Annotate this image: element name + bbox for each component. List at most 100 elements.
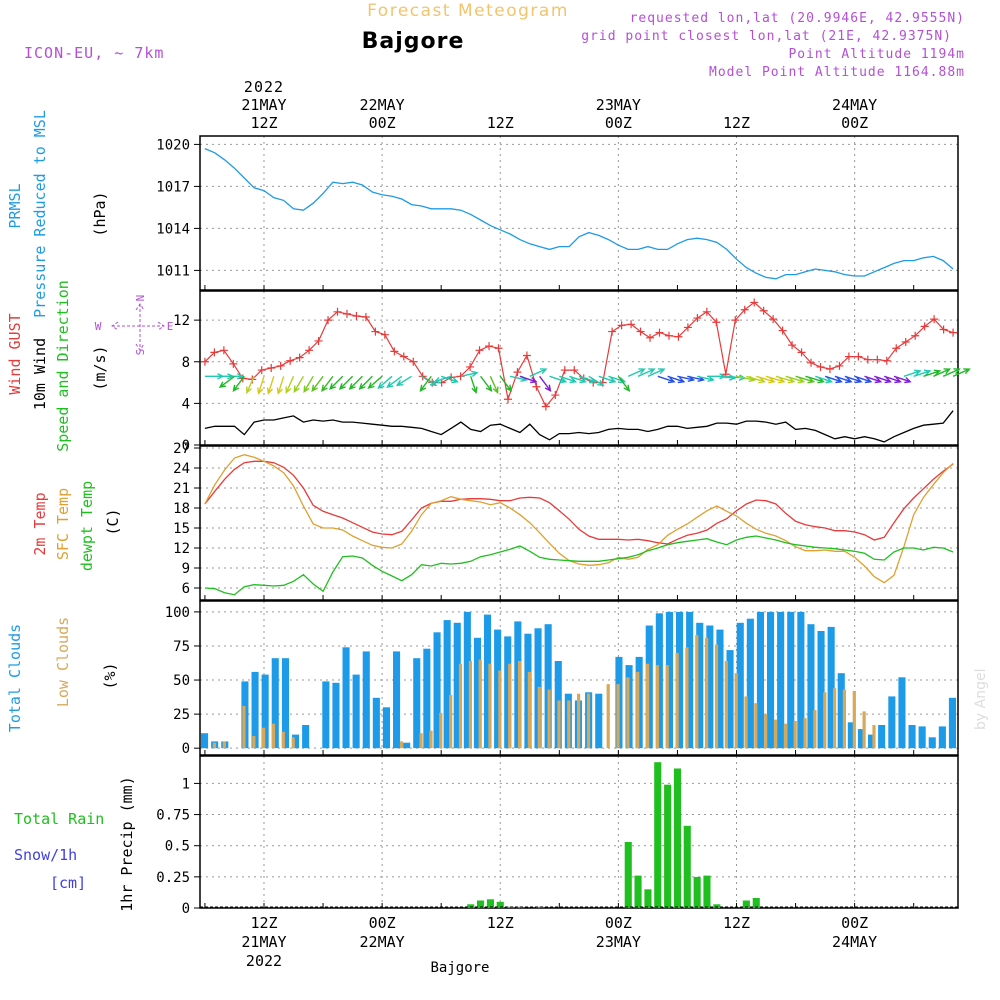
total-cloud-bar [726, 650, 734, 749]
wind-direction-arrow [549, 375, 568, 384]
clouds-label-low: Low Clouds [54, 617, 72, 707]
wind-gust-marker [210, 348, 219, 357]
low-cloud-bar [714, 644, 719, 749]
total-cloud-bar [271, 658, 279, 749]
wind-direction-arrow [913, 369, 932, 377]
wind-direction-arrow [942, 368, 961, 377]
wind-direction-arrow [746, 375, 766, 384]
low-cloud-bar [586, 693, 591, 749]
wind-direction-arrow [834, 375, 853, 384]
rain-bar [673, 768, 681, 908]
top-axis-hour-label: 00Z [369, 114, 396, 132]
total-cloud-bar [201, 733, 209, 749]
wind-gust-marker [911, 331, 920, 340]
wind-direction-arrow [367, 375, 383, 390]
rain-bar [703, 875, 711, 908]
compass-east: E [167, 320, 174, 333]
precip-unit-label: 1hr Precip (mm) [118, 776, 136, 911]
total-cloud-bar [261, 674, 269, 749]
wind-direction-arrow [933, 368, 952, 377]
low-cloud-bar [449, 695, 453, 749]
total-cloud-bar [362, 651, 370, 749]
wind-gust-marker [646, 333, 655, 342]
wind-speed-line [204, 410, 954, 443]
wind-gust-marker [683, 323, 692, 332]
wind-direction-arrow [321, 375, 334, 392]
compass-south: S [134, 349, 147, 356]
low-cloud-bar [242, 705, 246, 749]
rain-bar [496, 901, 504, 908]
wind-direction-arrow [348, 375, 363, 391]
total-cloud-bar [837, 673, 845, 749]
clouds-label-total: Total Clouds [6, 624, 24, 732]
wind-gust-marker [475, 346, 484, 355]
wind-direction-arrow [696, 375, 715, 382]
wind-direction-arrow [529, 368, 548, 377]
compass-cross [111, 303, 165, 351]
total-cloud-bar [342, 647, 350, 749]
rain-bar [752, 898, 760, 908]
low-cloud-bar [488, 663, 492, 749]
low-cloud-bar [222, 741, 226, 749]
wind-gust-marker [371, 327, 380, 336]
wind-direction-arrow [775, 375, 796, 384]
wind-direction-arrow [716, 374, 737, 381]
wind-gust-marker [333, 307, 342, 316]
wind-gust-marker [257, 366, 266, 375]
total-cloud-bar [676, 611, 684, 749]
panel-frame [199, 290, 959, 446]
total-cloud-bar [938, 726, 946, 749]
total-cloud-bar [888, 696, 896, 749]
wind-direction-arrow [559, 375, 578, 384]
requested-coords: requested lon,lat (20.9946E, 42.9555N) [630, 11, 965, 26]
credit-watermark: by Angel [973, 669, 989, 730]
top-axis-hour-label: 00Z [605, 114, 632, 132]
wind-gust-marker [873, 355, 882, 364]
low-cloud-bar [783, 723, 787, 749]
location-title: Bajgore [362, 29, 465, 54]
panel-frame [199, 600, 959, 756]
low-cloud-bar [724, 661, 728, 749]
wind-10m-label: 10m Wind [31, 338, 49, 410]
temp-label-2m: 2m Temp [31, 492, 49, 555]
y-tick-label: 15 [173, 521, 190, 537]
y-tick-label: 1 [182, 776, 190, 792]
total-cloud-bar [352, 674, 360, 749]
total-cloud-bar [665, 611, 673, 749]
wind-gust-marker [949, 328, 958, 337]
total-cloud-bar [595, 693, 603, 749]
bottom-axis-date-label: 23MAY [596, 933, 641, 951]
wind-direction-arrow [874, 375, 893, 384]
precip-label-cm: [cm] [50, 874, 86, 892]
wind-gust-marker [731, 316, 740, 325]
wind-gust-marker [693, 314, 702, 323]
low-cloud-bar [527, 671, 531, 749]
grid-point-coords: grid point closest lon,lat (21E, 42.9375… [581, 29, 952, 44]
y-tick-label: 12 [173, 313, 190, 329]
wind-gust-marker [854, 352, 863, 361]
wind-gust-marker [930, 315, 939, 324]
bottom-axis-hour-label: 12Z [250, 914, 277, 932]
wind-gust-marker [636, 327, 645, 336]
low-cloud-bar [803, 718, 807, 749]
wind-gust-marker [390, 347, 399, 356]
pressure-label-prmsl: PRMSL [6, 183, 24, 228]
y-tick-label: 0 [182, 438, 190, 454]
wind-gust-marker [797, 348, 806, 357]
wind-gust-marker [399, 352, 408, 361]
wind-direction-arrow [844, 375, 863, 384]
wind-gust-marker [229, 359, 238, 368]
low-cloud-bar [823, 692, 827, 749]
wind-direction-arrow [923, 369, 942, 377]
wind-direction-arrow [795, 375, 816, 384]
point-altitude: Point Altitude 1194m [788, 47, 965, 62]
wind-direction-arrow [470, 376, 478, 395]
y-tick-label: 1011 [156, 263, 190, 279]
wind-direction-arrow [667, 375, 686, 384]
low-cloud-bar [665, 665, 669, 749]
y-tick-label: 75 [173, 639, 190, 655]
y-tick-label: 8 [182, 355, 190, 371]
low-cloud-bar [655, 665, 659, 749]
